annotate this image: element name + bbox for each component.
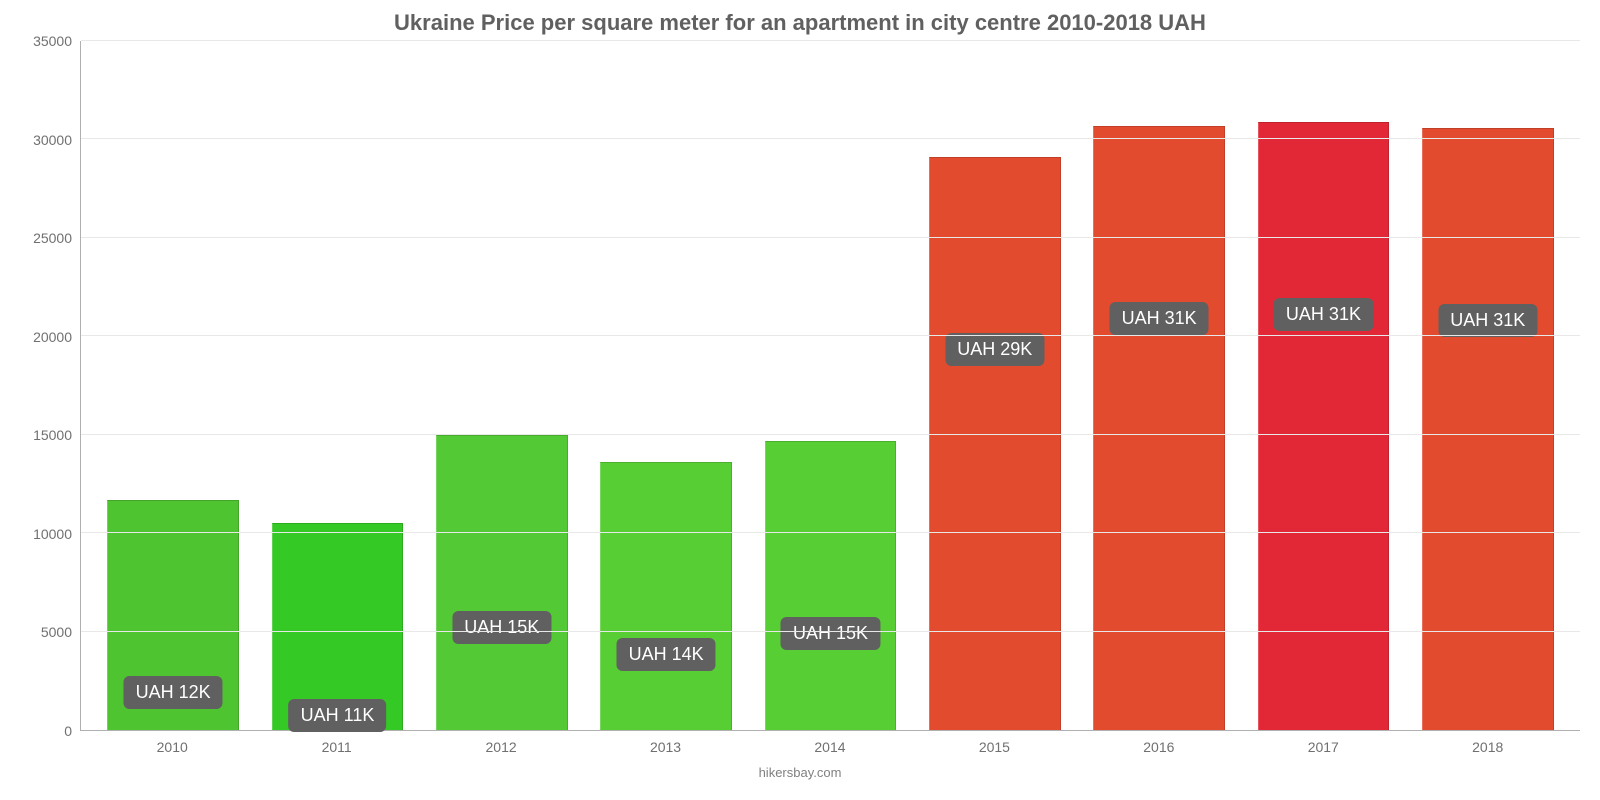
bar-group: UAH 12K [91, 41, 255, 730]
bar-group: UAH 31K [1241, 41, 1405, 730]
bar-value-label: UAH 12K [124, 676, 223, 709]
y-tick: 10000 [33, 526, 72, 542]
grid-line [81, 335, 1580, 336]
y-tick: 15000 [33, 427, 72, 443]
bar: UAH 31K [1258, 122, 1389, 730]
bar: UAH 31K [1093, 126, 1224, 730]
x-tick: 2017 [1241, 739, 1405, 755]
bar-group: UAH 14K [584, 41, 748, 730]
bar-value-label: UAH 31K [1110, 302, 1209, 335]
x-tick: 2010 [90, 739, 254, 755]
x-tick: 2016 [1077, 739, 1241, 755]
x-tick: 2011 [254, 739, 418, 755]
y-axis: 05000100001500020000250003000035000 [20, 41, 80, 731]
bar-value-label: UAH 31K [1274, 298, 1373, 331]
chart-container: Ukraine Price per square meter for an ap… [0, 0, 1600, 800]
grid-line [81, 434, 1580, 435]
bar: UAH 15K [765, 441, 896, 730]
bar: UAH 15K [436, 435, 567, 730]
y-tick: 5000 [41, 624, 72, 640]
plot-area: UAH 12K UAH 11K UAH 15K UAH 14K UAH 15K UAH 2… [80, 41, 1580, 731]
bar-value-label: UAH 14K [617, 638, 716, 671]
grid-line [81, 138, 1580, 139]
bar-value-label: UAH 11K [289, 699, 387, 732]
x-tick: 2013 [583, 739, 747, 755]
chart-title: Ukraine Price per square meter for an ap… [20, 10, 1580, 36]
bar-value-label: UAH 29K [945, 333, 1044, 366]
y-tick: 30000 [33, 132, 72, 148]
x-tick: 2014 [748, 739, 912, 755]
bar: UAH 29K [929, 157, 1060, 730]
grid-line [81, 631, 1580, 632]
x-axis: 201020112012201320142015201620172018 [80, 739, 1580, 755]
bar: UAH 11K [272, 523, 403, 730]
bar-group: UAH 31K [1077, 41, 1241, 730]
chart-body: 05000100001500020000250003000035000 UAH … [20, 41, 1580, 731]
bar-value-label: UAH 15K [781, 617, 880, 650]
bars-container: UAH 12K UAH 11K UAH 15K UAH 14K UAH 15K UAH 2… [81, 41, 1580, 730]
bar: UAH 14K [600, 462, 731, 730]
bar-group: UAH 29K [913, 41, 1077, 730]
x-tick: 2012 [419, 739, 583, 755]
x-tick: 2018 [1406, 739, 1570, 755]
x-tick: 2015 [912, 739, 1076, 755]
y-tick: 20000 [33, 329, 72, 345]
bar-value-label: UAH 15K [452, 611, 551, 644]
bar-value-label: UAH 31K [1438, 304, 1537, 337]
y-tick: 25000 [33, 230, 72, 246]
y-tick: 35000 [33, 33, 72, 49]
grid-line [81, 237, 1580, 238]
bar-group: UAH 11K [255, 41, 419, 730]
y-tick: 0 [64, 723, 72, 739]
bar-group: UAH 15K [420, 41, 584, 730]
bar: UAH 31K [1422, 128, 1553, 730]
grid-line [81, 532, 1580, 533]
bar-group: UAH 31K [1406, 41, 1570, 730]
bar-group: UAH 15K [748, 41, 912, 730]
grid-line [81, 40, 1580, 41]
bar: UAH 12K [107, 500, 238, 730]
source-label: hikersbay.com [20, 765, 1580, 780]
